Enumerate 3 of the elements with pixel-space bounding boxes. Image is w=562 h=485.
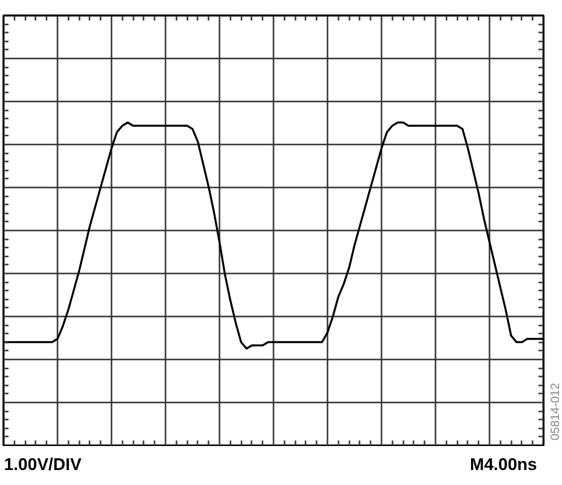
text: M4.00ns (468, 454, 537, 475)
text: 1.00V/DIV (3, 454, 82, 475)
text: 05814-012 (548, 383, 562, 440)
